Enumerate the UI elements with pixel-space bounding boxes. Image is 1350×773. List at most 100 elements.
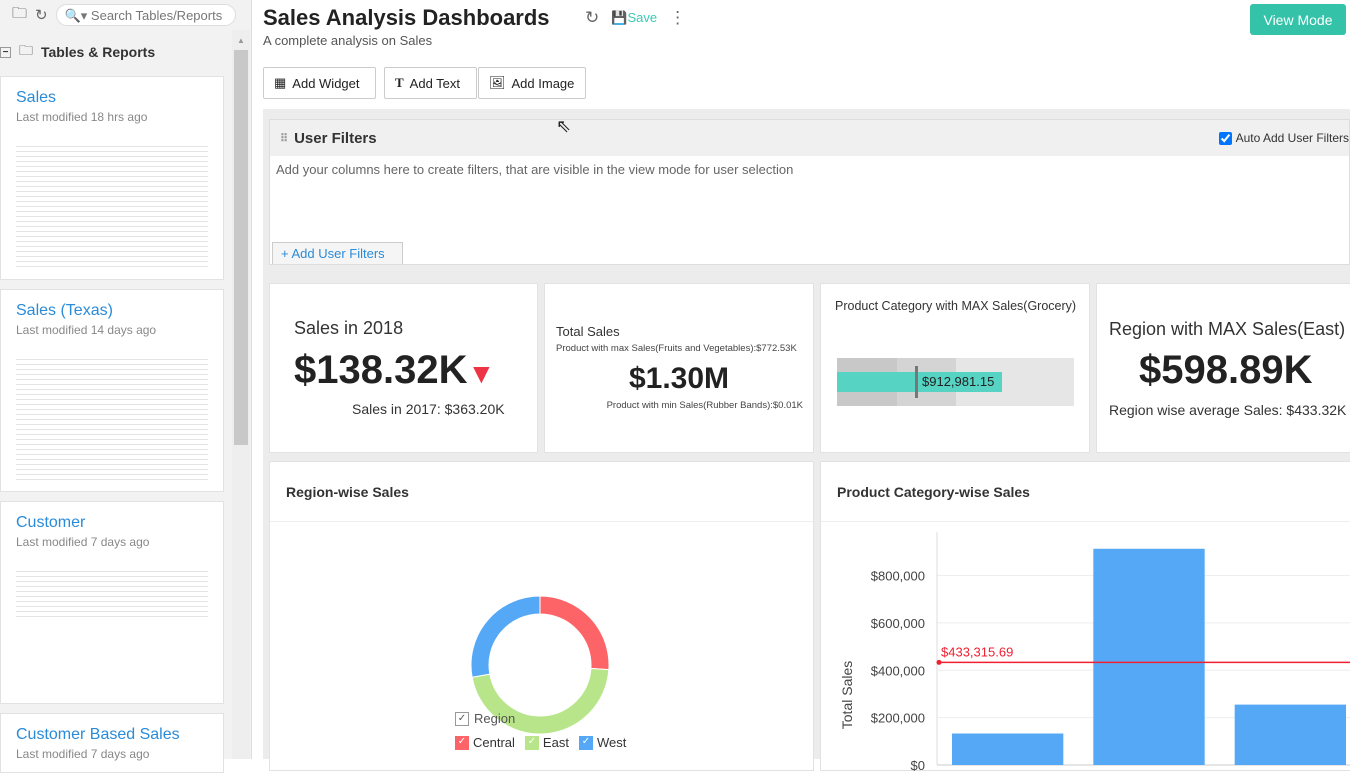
report-modified: Last modified 7 days ago: [16, 535, 150, 549]
y-axis-label: Total Sales: [839, 661, 855, 729]
image-icon: 🖼: [489, 75, 506, 90]
checkbox-icon[interactable]: ✓: [578, 735, 593, 750]
report-title[interactable]: Customer: [16, 514, 86, 531]
kpi-label: Sales in 2018: [294, 318, 404, 338]
kpi-min: Product with min Sales(Rubber Bands):$0.…: [606, 400, 803, 411]
y-tick-label: $800,000: [871, 569, 925, 584]
report-title[interactable]: Sales: [16, 89, 57, 106]
add-user-filters-button[interactable]: + Add User Filters: [272, 242, 403, 264]
kpi-sales-2018[interactable]: Sales in 2018 $138.32K▼ Sales in 2017: $…: [269, 283, 538, 453]
add-image-button[interactable]: 🖼 Add Image: [478, 67, 586, 99]
bar-furniture[interactable]: [952, 733, 1064, 766]
dashboard-canvas: ⠿ User Filters Auto Add User Filters Add …: [263, 109, 1350, 772]
kpi-label: Total Sales: [556, 324, 620, 339]
report-thumbnail: [16, 567, 208, 617]
bar-grocery[interactable]: [1093, 548, 1205, 765]
tree-title: Tables & Reports: [41, 44, 156, 60]
donut-slice-central[interactable]: [539, 595, 610, 671]
legend-item-east[interactable]: ✓ East: [524, 735, 569, 750]
report-card-customer-based-sales[interactable]: Customer Based Sales Last modified 7 days…: [0, 713, 224, 773]
refresh-icon[interactable]: ↻: [35, 7, 48, 24]
bullet-value: $912,981.15: [922, 374, 995, 389]
mouse-cursor-icon: ⇖: [556, 116, 572, 136]
y-tick-label: $200,000: [871, 711, 925, 726]
report-card-sales[interactable]: Sales Last modified 18 hrs ago: [0, 76, 224, 280]
checkbox-icon[interactable]: ✓: [455, 711, 469, 726]
kpi-label: Product Category with MAX Sales(Grocery): [835, 299, 1077, 313]
folder-icon[interactable]: 🗀: [12, 4, 28, 22]
kpi-value: $1.30M: [628, 362, 730, 395]
search-placeholder: Search Tables/Reports: [90, 8, 223, 23]
report-title[interactable]: Sales (Texas): [16, 302, 113, 319]
add-image-label: Add Image: [511, 75, 575, 91]
kpi-compare: Sales in 2017: $363.20K: [352, 401, 505, 417]
legend-label: Central: [473, 735, 515, 750]
report-title[interactable]: Customer Based Sales: [16, 726, 180, 743]
kpi-max: Product with max Sales(Fruits and Vegeta…: [556, 343, 797, 354]
text-icon: T: [395, 75, 404, 90]
widget-icon: ▦: [274, 75, 287, 90]
kpi-value: $138.32K: [294, 348, 468, 392]
category-wise-sales-widget[interactable]: Product Category-wise Sales $0 $200,000 $4…: [820, 461, 1350, 772]
chart-title: Region-wise Sales: [270, 462, 813, 522]
bullet-chart: $912,981.15: [837, 358, 1074, 406]
donut-slice-west[interactable]: [470, 595, 541, 678]
checkbox-icon[interactable]: ✓: [455, 735, 469, 750]
auto-add-checkbox[interactable]: [1218, 131, 1232, 145]
trend-down-icon: ▼: [467, 358, 496, 389]
sidebar: 🗀 ↻ 🔍▾ Search Tables/Reports − 🗀 Tables & …: [0, 0, 252, 773]
sidebar-scrollbar[interactable]: ▲: [232, 30, 250, 759]
report-card-customer[interactable]: Customer Last modified 7 days ago: [0, 501, 224, 704]
add-widget-label: Add Widget: [292, 75, 360, 91]
auto-add-label: Auto Add User Filters: [1235, 131, 1349, 145]
y-tick-label: $0: [911, 758, 925, 772]
folder-icon: 🗀: [19, 42, 33, 58]
search-input[interactable]: 🔍▾ Search Tables/Reports: [55, 4, 236, 26]
bar-stationery[interactable]: [1234, 704, 1346, 765]
legend-label: West: [596, 735, 627, 750]
save-button[interactable]: 💾Save: [611, 10, 657, 26]
collapse-icon[interactable]: −: [0, 46, 11, 58]
legend-title: ✓ Region: [455, 711, 515, 726]
dashboard-main: Sales Analysis Dashboards A complete ana…: [252, 0, 1350, 772]
scrollbar-thumb[interactable]: [234, 50, 248, 445]
kpi-region-max[interactable]: Region with MAX Sales(East) $598.89K Reg…: [1096, 283, 1350, 453]
donut-chart: [470, 595, 610, 735]
legend-item-central[interactable]: ✓ Central: [455, 735, 515, 750]
checkbox-icon[interactable]: ✓: [524, 735, 539, 750]
report-modified: Last modified 14 days ago: [16, 323, 157, 337]
user-filters-hint: Add your columns here to create filters,…: [276, 162, 794, 177]
y-tick-label: $400,000: [871, 663, 925, 678]
kpi-value: $598.89K: [1139, 348, 1313, 392]
kpi-total-sales[interactable]: Total Sales Product with max Sales(Fruit…: [544, 283, 814, 453]
more-options-icon[interactable]: ⋮: [669, 8, 687, 27]
tree-header[interactable]: − 🗀 Tables & Reports: [0, 40, 155, 64]
add-text-button[interactable]: T Add Text: [384, 67, 477, 99]
kpi-category-bullet[interactable]: Product Category with MAX Sales(Grocery)…: [820, 283, 1090, 453]
auto-add-user-filters[interactable]: Auto Add User Filters: [1218, 131, 1349, 145]
report-modified: Last modified 7 days ago: [16, 747, 150, 761]
user-filters-panel: ⠿ User Filters Auto Add User Filters Add …: [269, 119, 1350, 265]
chart-title: Product Category-wise Sales: [821, 462, 1350, 522]
drag-handle-icon[interactable]: ⠿: [280, 132, 289, 145]
legend: ✓ Central ✓ East ✓ West: [455, 735, 626, 750]
page-subtitle: A complete analysis on Sales: [263, 33, 433, 48]
reference-point: [936, 659, 942, 665]
legend-item-west[interactable]: ✓ West: [578, 735, 627, 750]
bar-chart: $0$200,000$400,000$600,000$800,000Furnit…: [839, 532, 1350, 772]
kpi-label: Region with MAX Sales(East): [1109, 319, 1346, 339]
refresh-icon[interactable]: ↻: [585, 8, 600, 27]
page-title: Sales Analysis Dashboards: [263, 5, 550, 30]
legend-label: East: [542, 735, 569, 750]
report-card-sales-texas[interactable]: Sales (Texas) Last modified 14 days ago: [0, 289, 224, 492]
save-label: Save: [627, 10, 658, 25]
report-thumbnail: [16, 142, 208, 267]
bullet-target: [915, 366, 918, 398]
kpi-avg: Region wise average Sales: $433.32K: [1109, 402, 1347, 418]
save-icon: 💾: [611, 10, 628, 25]
view-mode-button[interactable]: View Mode: [1250, 4, 1346, 35]
report-modified: Last modified 18 hrs ago: [16, 110, 148, 124]
add-widget-button[interactable]: ▦ Add Widget: [263, 67, 376, 99]
region-wise-sales-widget[interactable]: Region-wise Sales ✓ Region ✓ Central ✓ East ✓…: [269, 461, 814, 771]
reference-label: $433,315.69: [941, 644, 1013, 659]
